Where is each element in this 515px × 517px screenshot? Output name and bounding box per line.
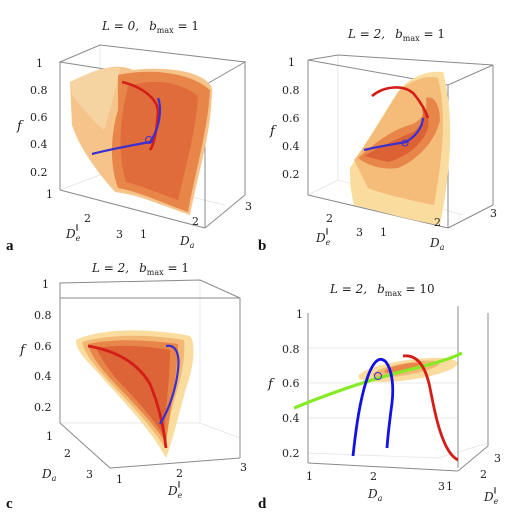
panel-a-curves [91, 80, 161, 156]
svg-text:3: 3 [494, 452, 501, 465]
svg-text:3: 3 [240, 461, 247, 474]
svg-text:1: 1 [380, 226, 387, 239]
panel-b-axis3-ticks: 1 2 3 [380, 207, 497, 239]
svg-text:2: 2 [370, 470, 377, 483]
panel-b-f-label: f [269, 124, 277, 139]
panel-a-f-label: f [16, 119, 24, 134]
panel-b-surfaces [350, 71, 451, 225]
panel-d-title: L = 2, bmax = 10 [329, 282, 435, 298]
panel-b-title: L = 2, bmax = 1 [347, 27, 445, 43]
svg-text:0.4: 0.4 [282, 140, 300, 153]
panel-b-axis3-label: Da [429, 236, 445, 252]
svg-text:1: 1 [446, 480, 453, 493]
svg-text:2: 2 [192, 215, 199, 228]
panel-d-f-label: f [267, 377, 275, 392]
svg-text:3: 3 [116, 228, 123, 241]
svg-text:3: 3 [356, 226, 363, 239]
panel-d-plot: L = 2, bmax = 10 1 0.8 0.6 0.4 0.2 f 1 2 … [258, 282, 501, 512]
panel-d-axis3-ticks: 2 3 1 [446, 452, 501, 493]
svg-text:3: 3 [86, 468, 93, 481]
panel-c-axis2-ticks: 1 2 3 [46, 430, 93, 481]
panel-c-axis3-ticks: 1 2 3 [116, 461, 247, 486]
svg-text:0.6: 0.6 [34, 340, 52, 353]
panel-c-plot: L = 2, bmax = 1 1 0.8 0.6 0.4 0.2 f 1 2 3… [6, 261, 247, 512]
panel-c-axis3-label: De∥ [167, 481, 183, 500]
svg-text:0.8: 0.8 [282, 84, 300, 97]
svg-text:2: 2 [84, 212, 91, 225]
svg-text:0.8: 0.8 [30, 84, 48, 97]
panel-d-axis2-ticks: 1 2 3 [306, 470, 445, 493]
svg-text:2: 2 [176, 467, 183, 480]
panel-b-plot: L = 2, bmax = 1 1 0.8 0.6 0.4 0.2 f 2 3 D… [258, 27, 497, 254]
panel-d-f-ticks: 1 0.8 0.6 0.4 0.2 [282, 308, 303, 460]
svg-text:1: 1 [46, 430, 53, 443]
svg-text:0.2: 0.2 [30, 166, 48, 179]
svg-text:3: 3 [490, 207, 497, 220]
svg-text:1: 1 [288, 56, 295, 69]
svg-text:1: 1 [46, 188, 53, 201]
svg-text:2: 2 [326, 212, 333, 225]
svg-text:1: 1 [306, 470, 313, 483]
svg-text:1: 1 [36, 57, 43, 70]
panel-d-label: d [258, 496, 267, 512]
panel-a-axis3-ticks: 1 2 3 [140, 200, 252, 241]
svg-text:2: 2 [434, 216, 441, 229]
svg-text:0.6: 0.6 [282, 377, 300, 390]
panel-a-surfaces [70, 66, 212, 215]
svg-text:0.8: 0.8 [282, 343, 300, 356]
panel-b-label: b [258, 238, 266, 254]
panel-b-curves [363, 86, 430, 152]
svg-text:2: 2 [480, 468, 487, 481]
panel-a-axis2-label: De∥ [65, 224, 81, 243]
svg-text:0.4: 0.4 [34, 370, 52, 383]
panel-d: L = 2, bmax = 10 1 0.8 0.6 0.4 0.2 f 1 2 … [258, 258, 515, 517]
svg-text:1: 1 [42, 278, 49, 291]
panel-c-label: c [6, 496, 13, 512]
panel-c-title: L = 2, bmax = 1 [91, 261, 189, 277]
svg-text:3: 3 [438, 480, 445, 493]
svg-text:0.6: 0.6 [30, 111, 48, 124]
svg-text:1: 1 [140, 228, 147, 241]
svg-text:2: 2 [64, 447, 71, 460]
svg-text:1: 1 [116, 473, 123, 486]
panel-c-axes-box [59, 279, 241, 469]
panel-c-axis2-label: Da [41, 467, 57, 483]
panel-a-title: L = 0, bmax = 1 [101, 19, 199, 35]
panel-a-f-ticks: 1 0.8 0.6 0.4 0.2 [30, 57, 48, 179]
panel-c-surfaces [76, 330, 194, 458]
panel-a-label: a [6, 238, 14, 254]
panel-a-plot: L = 0, bmax = 1 1 0.8 0.6 0.4 0.2 f 1 2 3 [6, 19, 252, 254]
svg-text:1: 1 [296, 308, 303, 321]
panel-c: L = 2, bmax = 1 1 0.8 0.6 0.4 0.2 f 1 2 3… [0, 258, 258, 517]
panel-b-axis2-ticks: 2 3 [326, 212, 363, 239]
svg-text:0.2: 0.2 [282, 168, 300, 181]
panel-a: L = 0, bmax = 1 1 0.8 0.6 0.4 0.2 f 1 2 3 [0, 0, 258, 258]
panel-a-axis3-label: Da [179, 234, 195, 250]
svg-text:0.4: 0.4 [30, 138, 48, 151]
panel-a-axis2-ticks: 1 2 3 [46, 188, 123, 241]
panel-c-curves [87, 344, 180, 449]
panel-d-axes-box [307, 306, 489, 472]
svg-text:3: 3 [245, 200, 252, 213]
panel-c-f-ticks: 1 0.8 0.6 0.4 0.2 [34, 278, 52, 414]
panel-b-f-ticks: 1 0.8 0.6 0.4 0.2 [282, 56, 300, 181]
svg-text:0.4: 0.4 [282, 412, 300, 425]
panel-b-axis2-label: De∥ [315, 228, 331, 247]
svg-text:0.8: 0.8 [34, 309, 52, 322]
svg-text:0.6: 0.6 [282, 112, 300, 125]
panel-d-curves [293, 351, 463, 462]
panel-c-f-label: f [19, 343, 27, 358]
svg-text:0.2: 0.2 [34, 401, 52, 414]
panel-d-axis3-label: De∥ [483, 487, 499, 506]
panel-d-axis2-label: Da [367, 487, 383, 503]
panel-b: L = 2, bmax = 1 1 0.8 0.6 0.4 0.2 f 2 3 D… [258, 0, 515, 258]
svg-text:0.2: 0.2 [282, 447, 300, 460]
